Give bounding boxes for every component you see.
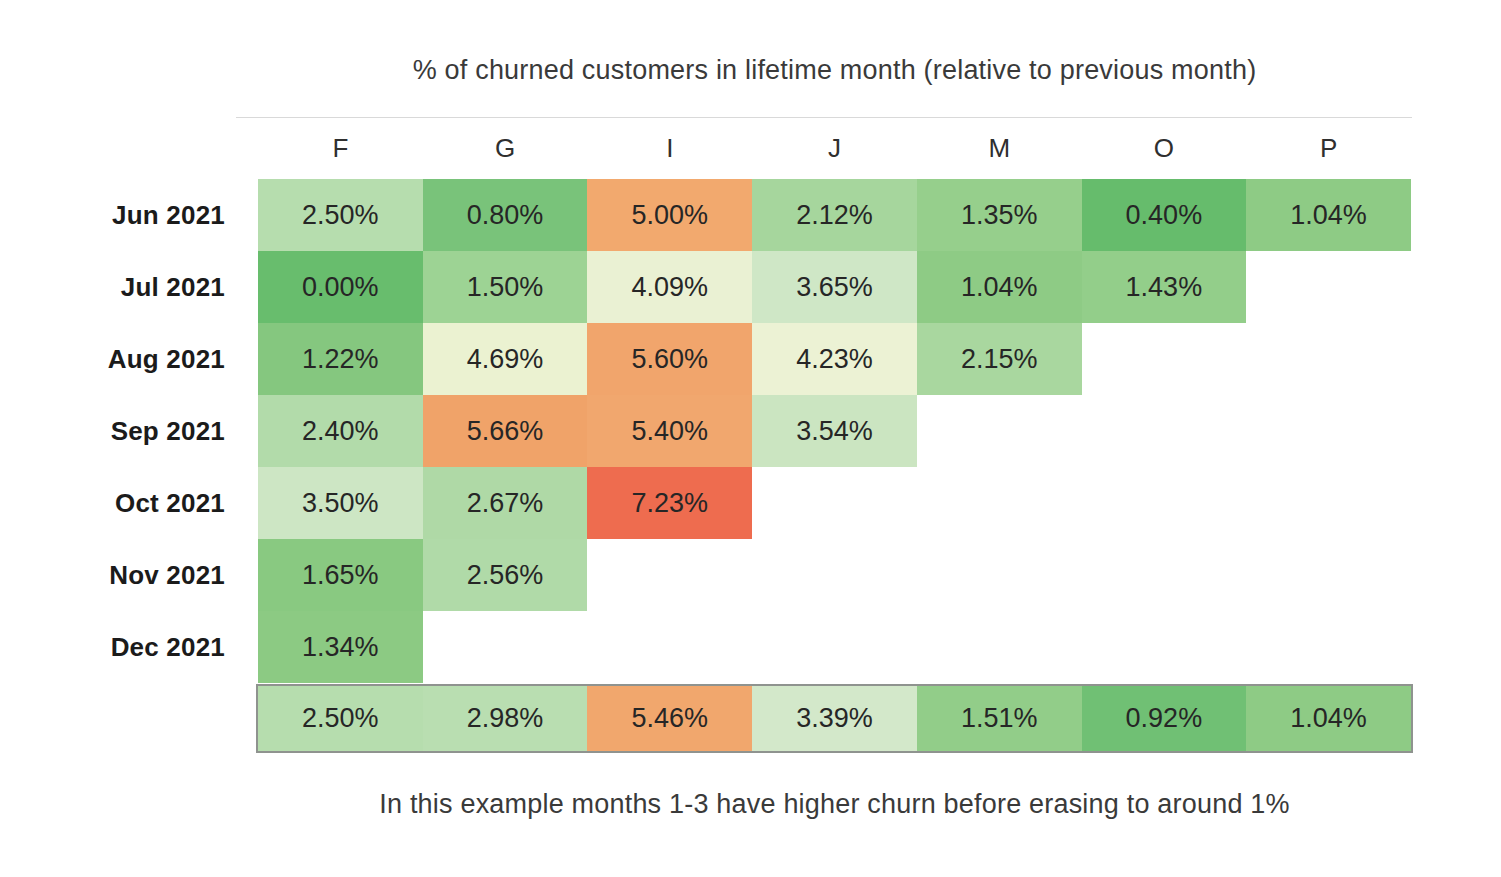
heatmap-cell: 2.50% [258, 179, 423, 251]
heatmap-cell: 2.40% [258, 395, 423, 467]
heatmap-cell: 4.69% [423, 323, 588, 395]
heatmap-cell: 0.00% [258, 251, 423, 323]
heatmap-cell: 7.23% [587, 467, 752, 539]
row-label: Oct 2021 [0, 467, 258, 539]
row-label: Dec 2021 [0, 611, 258, 683]
summary-cell: 0.92% [1082, 686, 1247, 751]
summary-row: 2.50%2.98%5.46%3.39%1.51%0.92%1.04% [256, 684, 1413, 753]
heatmap-cell: 1.22% [258, 323, 423, 395]
chart-caption: In this example months 1-3 have higher c… [258, 789, 1411, 820]
column-header-m: M [917, 118, 1082, 179]
column-header-j: J [752, 118, 917, 179]
chart-title: % of churned customers in lifetime month… [258, 54, 1411, 86]
heatmap-cell: 2.67% [423, 467, 588, 539]
column-header-f: F [258, 118, 423, 179]
row-label: Sep 2021 [0, 395, 258, 467]
heatmap-cell: 2.15% [917, 323, 1082, 395]
heatmap-grid: Jun 20212.50%0.80%5.00%2.12%1.35%0.40%1.… [0, 179, 1411, 683]
row-label: Jul 2021 [0, 251, 258, 323]
heatmap-cell: 5.66% [423, 395, 588, 467]
heatmap-cell: 4.09% [587, 251, 752, 323]
heatmap-cell: 1.43% [1082, 251, 1247, 323]
heatmap-cell: 1.65% [258, 539, 423, 611]
summary-cell: 3.39% [752, 686, 917, 751]
heatmap-cell: 2.12% [752, 179, 917, 251]
heatmap-cell: 1.50% [423, 251, 588, 323]
heatmap-cell: 1.34% [258, 611, 423, 683]
heatmap-row: Dec 20211.34% [0, 611, 1411, 683]
heatmap-cell: 5.00% [587, 179, 752, 251]
heatmap-cell: 2.56% [423, 539, 588, 611]
summary-cell: 1.51% [917, 686, 1082, 751]
column-headers: FGIJMOP [258, 118, 1411, 179]
heatmap-cell: 4.23% [752, 323, 917, 395]
row-label: Nov 2021 [0, 539, 258, 611]
row-label: Jun 2021 [0, 179, 258, 251]
column-header-p: P [1246, 118, 1411, 179]
cohort-churn-heatmap: % of churned customers in lifetime month… [0, 0, 1501, 877]
heatmap-row: Jul 20210.00%1.50%4.09%3.65%1.04%1.43% [0, 251, 1411, 323]
summary-cell: 2.50% [258, 686, 423, 751]
heatmap-row: Aug 20211.22%4.69%5.60%4.23%2.15% [0, 323, 1411, 395]
heatmap-cell: 3.54% [752, 395, 917, 467]
heatmap-row: Jun 20212.50%0.80%5.00%2.12%1.35%0.40%1.… [0, 179, 1411, 251]
heatmap-row: Oct 20213.50%2.67%7.23% [0, 467, 1411, 539]
summary-cell: 2.98% [423, 686, 588, 751]
heatmap-row: Nov 20211.65%2.56% [0, 539, 1411, 611]
heatmap-cell: 5.60% [587, 323, 752, 395]
summary-cell: 1.04% [1246, 686, 1411, 751]
heatmap-cell: 1.35% [917, 179, 1082, 251]
heatmap-row: Sep 20212.40%5.66%5.40%3.54% [0, 395, 1411, 467]
column-header-o: O [1082, 118, 1247, 179]
row-label: Aug 2021 [0, 323, 258, 395]
heatmap-cell: 3.65% [752, 251, 917, 323]
heatmap-cell: 0.40% [1082, 179, 1247, 251]
column-header-i: I [587, 118, 752, 179]
heatmap-cell: 1.04% [917, 251, 1082, 323]
heatmap-cell: 5.40% [587, 395, 752, 467]
heatmap-cell: 0.80% [423, 179, 588, 251]
summary-cell: 5.46% [587, 686, 752, 751]
heatmap-cell: 1.04% [1246, 179, 1411, 251]
heatmap-cell: 3.50% [258, 467, 423, 539]
column-header-g: G [423, 118, 588, 179]
